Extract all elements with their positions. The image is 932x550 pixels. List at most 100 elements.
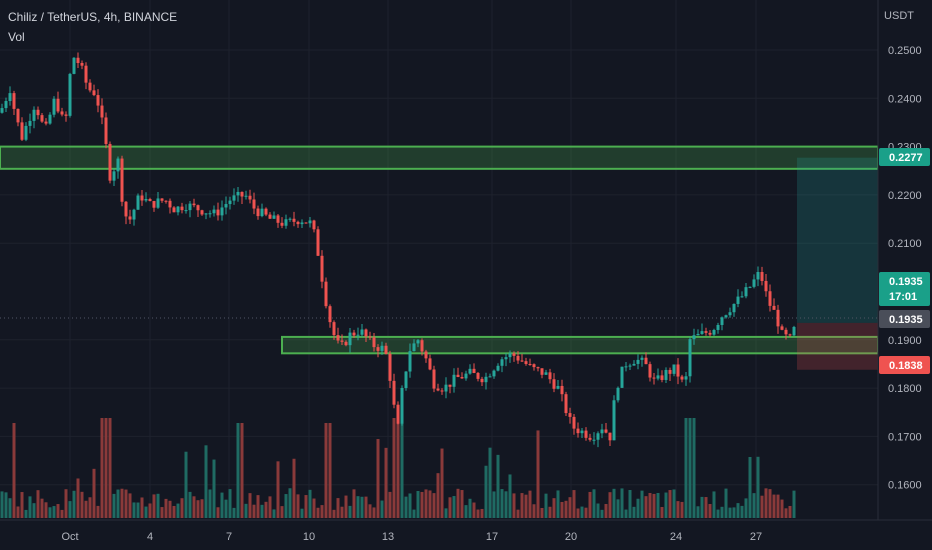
volume-bar <box>448 497 452 518</box>
candle-body <box>272 215 276 219</box>
volume-bar <box>632 506 636 518</box>
volume-bar <box>472 502 476 518</box>
volume-bar <box>464 505 468 518</box>
candle-body <box>144 198 148 201</box>
volume-bar <box>584 507 588 518</box>
candle-body <box>32 109 36 121</box>
volume-bar <box>468 498 472 518</box>
volume-bar <box>784 508 788 518</box>
candle-body <box>224 204 228 208</box>
volume-bar <box>28 496 32 518</box>
candle-body <box>504 357 508 360</box>
volume-bar <box>672 489 676 518</box>
volume-bar <box>328 423 332 518</box>
candle-body <box>476 372 480 379</box>
candle-body <box>372 337 376 348</box>
resistance-price-tag <box>879 148 930 166</box>
candle-body <box>536 367 540 369</box>
candle-body <box>136 195 140 210</box>
volume-bar <box>248 493 252 518</box>
candle-body <box>680 376 684 380</box>
volume-bar <box>256 495 260 518</box>
time-tick-label: 24 <box>670 531 682 543</box>
volume-bar <box>512 493 516 518</box>
volume-bar <box>148 503 152 518</box>
candle-body <box>556 385 560 389</box>
candle-body <box>324 281 328 307</box>
volume-bar <box>612 488 616 518</box>
volume-bar <box>620 488 624 518</box>
volume-bar <box>156 493 160 518</box>
volume-bar <box>452 496 456 518</box>
volume-bar <box>756 456 760 518</box>
volume-bar <box>688 418 692 518</box>
candle-body <box>80 63 84 66</box>
volume-bar <box>40 498 44 518</box>
candle-body <box>448 384 452 387</box>
candle-body <box>548 372 552 380</box>
candle-body <box>228 200 232 205</box>
candle-body <box>672 364 676 374</box>
candle-body <box>212 209 216 214</box>
volume-bar <box>460 490 464 518</box>
candle-body <box>436 388 440 391</box>
volume-bar <box>536 430 540 518</box>
candle-body <box>308 220 312 224</box>
candle-body <box>396 404 400 424</box>
candle-body <box>216 209 220 216</box>
candle-body <box>292 218 296 222</box>
candle-body <box>72 57 76 74</box>
volume-bar <box>412 509 416 518</box>
volume-bar <box>296 494 300 518</box>
candle-body <box>320 255 324 282</box>
volume-bar <box>168 500 172 518</box>
volume-bar <box>24 509 28 518</box>
candle-body <box>196 205 200 211</box>
volume-bar <box>80 491 84 518</box>
volume-bar <box>380 500 384 518</box>
volume-bar <box>772 494 776 518</box>
candle-body <box>724 315 728 318</box>
volume-bar <box>520 493 524 518</box>
candle-body <box>160 198 164 201</box>
volume-bar <box>748 456 752 518</box>
volume-bar <box>332 509 336 518</box>
volume-bar <box>788 505 792 518</box>
volume-bar <box>384 447 388 518</box>
volume-bar <box>740 505 744 518</box>
volume-bar <box>752 493 756 518</box>
candle-body <box>148 198 152 202</box>
price-tick-label: 0.2200 <box>888 190 922 202</box>
volume-bar <box>96 505 100 518</box>
candle-body <box>780 326 784 330</box>
candle-body <box>668 369 672 374</box>
volume-bar <box>592 489 596 518</box>
volume-bar <box>116 489 120 518</box>
volume-bar <box>436 473 440 518</box>
candle-body <box>316 229 320 256</box>
volume-bar <box>324 423 328 518</box>
time-tick-label: Oct <box>61 531 78 543</box>
candle-body <box>332 322 336 336</box>
time-tick-label: 10 <box>303 531 315 543</box>
current-price-tag-text: 17:01 <box>889 291 917 303</box>
volume-bar <box>444 508 448 518</box>
candle-body <box>452 374 456 387</box>
candle-body <box>560 385 564 395</box>
candle-body <box>412 343 416 352</box>
volume-bar <box>372 507 376 518</box>
candle-body <box>96 95 100 106</box>
candle-body <box>600 429 604 434</box>
volume-bar <box>588 491 592 518</box>
candle-body <box>468 368 472 374</box>
candle-body <box>424 351 428 359</box>
volume-bar <box>492 491 496 518</box>
volume-bar <box>228 489 232 518</box>
candle-body <box>48 114 52 124</box>
candle-body <box>616 387 620 401</box>
candle-body <box>296 221 300 225</box>
candle-body <box>740 296 744 298</box>
volume-bar <box>108 418 112 518</box>
